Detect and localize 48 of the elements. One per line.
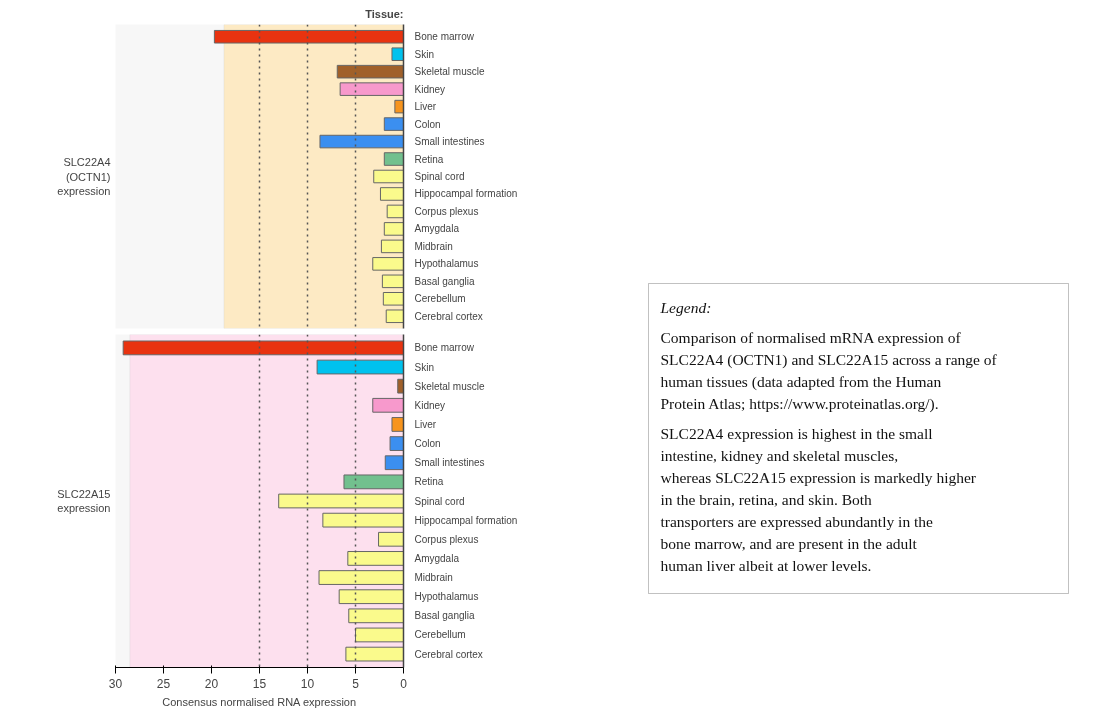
y-tick-label: Spinal cord bbox=[414, 171, 465, 182]
y-axis-title: SLC22A4 (OCTN1) expression bbox=[57, 156, 111, 197]
y-tick-label: Colon bbox=[414, 438, 441, 450]
x-axis-title: Consensus normalised RNA expression bbox=[162, 695, 357, 708]
text: Comparison of normalised mRNA expression of SLC22A4 (OCTN1) and SLC22A15 across a range of human tissues (data adapted from the Human Protein Atlas; https://www.proteinatlas.org/). bbox=[660, 328, 998, 413]
y-tick-label: Skin bbox=[414, 361, 434, 373]
y-tick-label: Bone marrow bbox=[414, 342, 475, 354]
y-tick-label: Corpus plexus bbox=[414, 205, 479, 217]
y-tick-label: Small intestines bbox=[414, 457, 485, 469]
y-tick-label: Kidney bbox=[414, 399, 446, 411]
x-tick-label: 20 bbox=[204, 676, 219, 691]
x-tick-label: 25 bbox=[156, 676, 171, 691]
x-tick-label: 30 bbox=[108, 676, 123, 691]
y-tick-label: Hypothalamus bbox=[414, 258, 479, 270]
y-tick-label: Retina bbox=[414, 476, 444, 488]
y-tick-label: Basal ganglia bbox=[414, 610, 475, 622]
x-tick-label: 0 bbox=[400, 676, 408, 691]
y-tick-label: Hypothalamus bbox=[414, 591, 479, 603]
y-tick-label: Corpus plexus bbox=[414, 533, 479, 545]
text: SLC22A4 expression is highest in the small intestine, kidney and skeletal muscles, whereas SLC22A15 expression is markedly higher in the brain, retina, and skin. Both transporters are expressed abundantly in the bone marrow, and are present in the adult human liver albeit at lower levels. bbox=[660, 424, 977, 574]
y-tick-label: Skeletal muscle bbox=[414, 66, 485, 78]
x-tick-label: 15 bbox=[252, 676, 267, 691]
y-tick-label: Midbrain bbox=[414, 572, 453, 584]
text: Legend: bbox=[659, 298, 712, 316]
y-axis-title: SLC22A15 expression bbox=[57, 487, 111, 515]
y-tick-label: Cerebral cortex bbox=[414, 648, 483, 660]
y-tick-label: Cerebellum bbox=[414, 293, 466, 305]
y-tick-label: Skeletal muscle bbox=[414, 380, 485, 392]
y-tick-label: Liver bbox=[414, 418, 437, 430]
x-tick-label: 5 bbox=[352, 676, 360, 691]
x-tick-label: 10 bbox=[300, 676, 315, 691]
chart-title: Tissue: bbox=[365, 7, 404, 20]
y-tick-label: Amygdala bbox=[414, 552, 460, 564]
y-tick-label: Basal ganglia bbox=[414, 275, 475, 287]
y-tick-label: Liver bbox=[414, 101, 437, 113]
y-tick-label: Cerebral cortex bbox=[414, 310, 483, 322]
y-tick-label: Kidney bbox=[414, 83, 446, 95]
y-tick-label: Bone marrow bbox=[414, 31, 475, 43]
y-tick-label: Small intestines bbox=[414, 136, 485, 148]
y-tick-label: Spinal cord bbox=[414, 495, 465, 507]
y-tick-label: Amygdala bbox=[414, 223, 460, 235]
y-tick-label: Skin bbox=[414, 48, 434, 60]
y-tick-label: Hippocampal formation bbox=[414, 514, 518, 526]
y-tick-label: Colon bbox=[414, 118, 441, 130]
y-tick-label: Hippocampal formation bbox=[414, 188, 518, 200]
y-tick-label: Cerebellum bbox=[414, 629, 466, 641]
y-tick-label: Midbrain bbox=[414, 240, 453, 252]
y-tick-label: Retina bbox=[414, 153, 444, 165]
